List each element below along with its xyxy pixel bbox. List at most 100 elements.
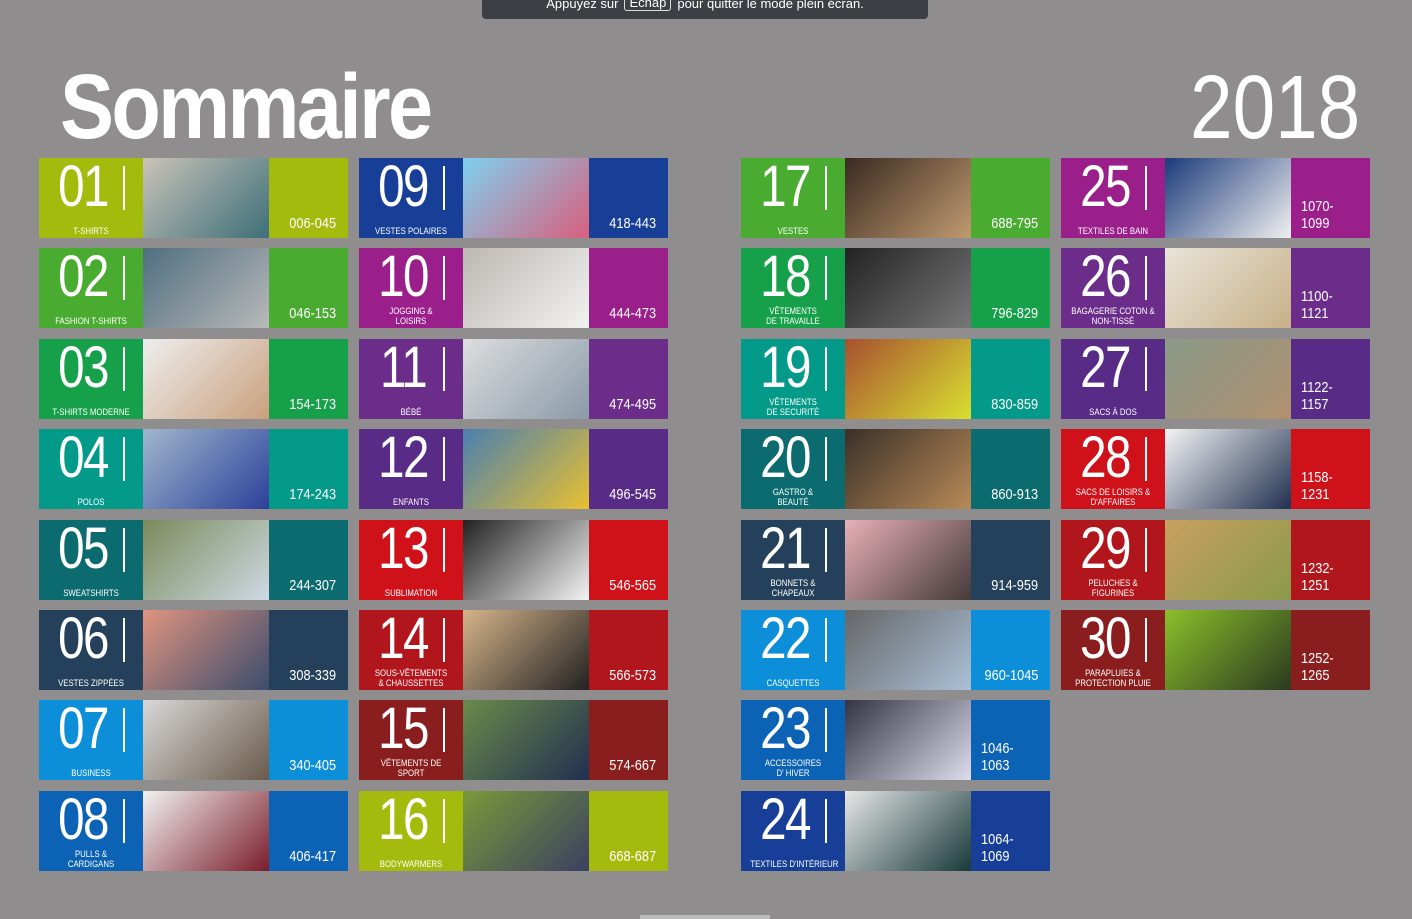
page-range: 566-573 <box>609 667 656 684</box>
category-tile-01[interactable]: 01 T-Shirts 006-045 <box>39 158 348 238</box>
notice-text-end: pour quitter le mode plein écran. <box>677 0 864 11</box>
page-range-area: 1122-1157 <box>1291 339 1370 419</box>
divider <box>1145 256 1147 301</box>
category-tile-11[interactable]: 11 Bébé 474-495 <box>359 338 668 419</box>
category-tile-19[interactable]: 19 Vêtements de securité 830-859 <box>741 338 1050 419</box>
divider <box>123 798 125 843</box>
category-number-area: 28 Sacs de loisirs & d'affaires <box>1061 429 1165 509</box>
category-label: Sacs de loisirs & d'affaires <box>1075 487 1151 509</box>
category-number: 05 <box>58 515 109 581</box>
category-tile-29[interactable]: 29 Peluches & figurines 1232-1251 <box>1061 519 1370 600</box>
divider <box>123 437 125 482</box>
category-label: Bébé <box>400 406 422 418</box>
category-tile-23[interactable]: 23 Accessoires d' hiver 1046-1063 <box>741 700 1050 781</box>
category-number: 03 <box>58 334 109 400</box>
category-label: Accessoires d' hiver <box>764 758 822 780</box>
divider <box>825 166 827 210</box>
category-tile-30[interactable]: 30 Parapluies & protection pluie 1252-12… <box>1061 610 1370 690</box>
category-tile-07[interactable]: 07 Business 340-405 <box>39 700 348 781</box>
category-tile-22[interactable]: 22 Casquettes 960-1045 <box>741 610 1050 690</box>
category-tile-27[interactable]: 27 Sacs à dos 1122-1157 <box>1061 338 1370 419</box>
divider <box>825 618 827 662</box>
category-tile-05[interactable]: 05 Sweatshirts 244-307 <box>39 515 348 600</box>
category-tile-10[interactable]: 10 Jogging & Loisirs 444-473 <box>359 248 668 329</box>
divider <box>1145 618 1147 662</box>
category-number-area: 22 Casquettes <box>741 610 845 690</box>
category-photo <box>845 700 971 781</box>
category-label: Casquettes <box>766 678 820 689</box>
category-tile-14[interactable]: 14 Sous-vêtements & chaussettes 566-573 <box>359 610 668 690</box>
page-range-area: 444-473 <box>589 248 668 328</box>
category-tile-17[interactable]: 17 Vestes 688-795 <box>741 158 1050 238</box>
category-label: Vestes <box>777 226 809 237</box>
category-label: Vêtements de securité <box>766 396 820 418</box>
category-tile-15[interactable]: 15 Vêtements de sport 574-667 <box>359 700 668 781</box>
category-label: T-Shirts <box>73 226 109 237</box>
page-range: 1100-1121 <box>1301 288 1333 323</box>
category-label: Vêtements de sport <box>380 758 442 780</box>
divider <box>825 437 827 482</box>
category-tile-24[interactable]: 24 Textiles d'intérieur 1064-1069 <box>741 790 1050 871</box>
category-photo <box>143 429 269 510</box>
page-range-area: 1064-1069 <box>971 791 1050 871</box>
category-photo <box>1165 338 1291 419</box>
page-range-area: 244-307 <box>269 520 348 600</box>
page-range-area: 1046-1063 <box>971 700 1050 780</box>
divider <box>123 708 125 753</box>
category-tile-21[interactable]: 21 Bonnets & chapeaux 914-959 <box>741 519 1050 600</box>
page-range: 546-565 <box>609 576 656 594</box>
category-tile-13[interactable]: 13 Sublimation 546-565 <box>359 519 668 600</box>
page-range-area: 308-339 <box>269 610 348 690</box>
page-range-area: 566-573 <box>589 610 668 690</box>
category-number-area: 07 Business <box>39 700 143 780</box>
scrollbar[interactable] <box>640 915 770 919</box>
page-range: 1252-1265 <box>1301 650 1334 684</box>
category-tile-26[interactable]: 26 Bagagerie coton & non-tissé 1100-1121 <box>1061 248 1370 329</box>
page-range-area: 174-243 <box>269 429 348 509</box>
page-range: 1158-1231 <box>1301 469 1333 504</box>
category-tile-09[interactable]: 09 Vestes polaires 418-443 <box>359 158 668 238</box>
page-range: 1232-1251 <box>1301 559 1334 594</box>
category-tile-28[interactable]: 28 Sacs de loisirs & d'affaires 1158-123… <box>1061 429 1370 510</box>
category-label: Sacs à dos <box>1089 406 1137 418</box>
category-number: 18 <box>760 244 811 310</box>
category-photo <box>463 700 589 781</box>
category-tile-18[interactable]: 18 Vêtements de travaille 796-829 <box>741 244 1050 329</box>
category-photo <box>845 158 971 238</box>
page-title: Sommaire <box>60 56 433 158</box>
divider <box>443 346 445 391</box>
category-number: 08 <box>58 786 109 852</box>
category-tile-25[interactable]: 25 Textiles de bain 1070-1099 <box>1061 158 1370 238</box>
category-tile-04[interactable]: 04 Polos 174-243 <box>39 425 348 510</box>
category-number-area: 14 Sous-vêtements & chaussettes <box>359 610 463 690</box>
page-range: 154-173 <box>289 395 336 413</box>
category-tile-20[interactable]: 20 Gastro & beauté 860-913 <box>741 429 1050 510</box>
category-photo <box>143 248 269 329</box>
page-range: 244-307 <box>289 576 336 594</box>
category-label: Bagagerie coton & non-tissé <box>1071 306 1155 328</box>
category-number-area: 29 Peluches & figurines <box>1061 519 1165 600</box>
category-tile-02[interactable]: 02 Fashion T-Shirts 046-153 <box>39 248 348 329</box>
category-photo <box>143 338 269 419</box>
category-number-area: 06 Vestes zippées <box>39 610 143 690</box>
category-photo <box>143 610 269 690</box>
page-range: 1064-1069 <box>981 830 1014 865</box>
category-tile-08[interactable]: 08 Pulls & Cardigans 406-417 <box>39 786 348 871</box>
category-tile-12[interactable]: 12 Enfants 496-545 <box>359 429 668 510</box>
category-label: Polos <box>77 497 105 509</box>
divider <box>1145 437 1147 482</box>
page-range: 1122-1157 <box>1301 378 1333 413</box>
page-range-area: 340-405 <box>269 700 348 780</box>
page-range-area: 688-795 <box>971 158 1050 238</box>
page-range-area: 914-959 <box>971 520 1050 600</box>
divider <box>443 618 445 662</box>
category-number: 25 <box>1080 154 1131 219</box>
page-range: 444-473 <box>609 305 656 323</box>
page-range: 688-795 <box>991 215 1038 232</box>
category-number: 04 <box>58 425 109 491</box>
category-photo <box>845 429 971 510</box>
category-tile-06[interactable]: 06 Vestes zippées 308-339 <box>39 610 348 690</box>
page-range-area: 1070-1099 <box>1291 158 1370 238</box>
category-tile-16[interactable]: 16 Bodywarmers 668-687 <box>359 790 668 871</box>
category-tile-03[interactable]: 03 T-Shirts moderne 154-173 <box>39 334 348 419</box>
